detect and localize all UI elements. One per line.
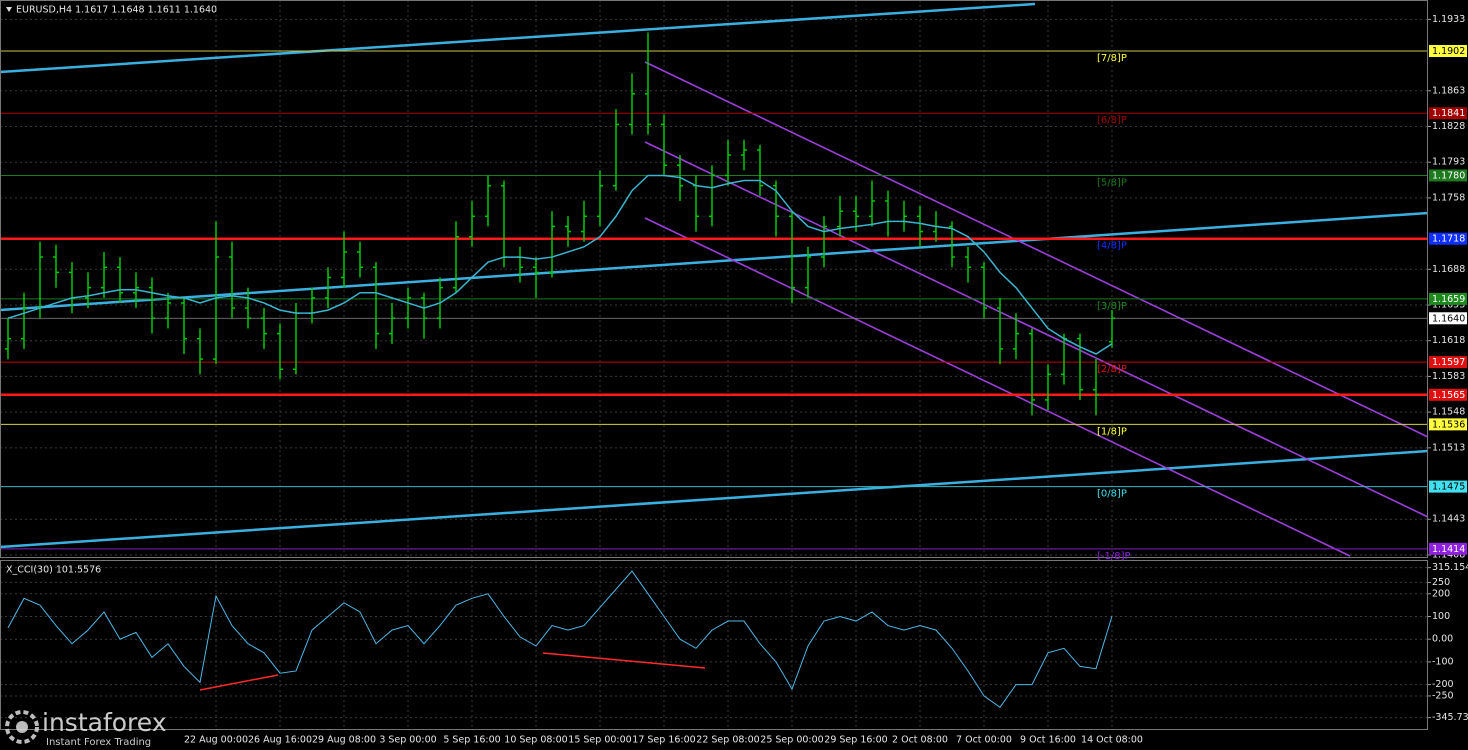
level-label: [-1/8]P bbox=[1097, 551, 1131, 562]
level-label: [4/8]P bbox=[1097, 241, 1127, 252]
y-tick-label: 1.1548 bbox=[1432, 407, 1465, 418]
price-box bbox=[1429, 232, 1467, 245]
y-tick-label: 1.1828 bbox=[1432, 121, 1465, 132]
x-tick-label: 7 Oct 00:00 bbox=[956, 735, 1012, 746]
price-box-label: 1.1780 bbox=[1432, 170, 1465, 181]
menu-arrow bbox=[6, 7, 12, 12]
x-tick-label: 15 Sep 00:00 bbox=[568, 735, 631, 746]
brand: instaforex bbox=[42, 708, 167, 737]
price-box bbox=[1429, 480, 1467, 493]
y-tick-label: 1.1583 bbox=[1432, 371, 1465, 382]
data-layer bbox=[0, 32, 1428, 708]
tagline: Instant Forex Trading bbox=[46, 737, 151, 748]
chart-title: EURUSD,H4 1.1617 1.1648 1.1611 1.1640 bbox=[16, 5, 217, 16]
y-tick-label: -200 bbox=[1432, 679, 1454, 690]
y-tick-label: 200 bbox=[1432, 588, 1450, 599]
indicator-title: X_CCI(30) 101.5576 bbox=[6, 565, 101, 576]
price-box bbox=[1429, 542, 1467, 555]
trend-line bbox=[0, 211, 1429, 312]
x-tick-label: 22 Sep 08:00 bbox=[696, 735, 759, 746]
price-box bbox=[1429, 45, 1467, 58]
watermark: instaforex Instant Forex Trading bbox=[5, 708, 167, 748]
level-label: [5/8]P bbox=[1097, 177, 1127, 188]
y-tick-label: 0.00 bbox=[1432, 634, 1453, 645]
x-tick-label: 26 Aug 16:00 bbox=[248, 735, 312, 746]
price-box-label: 1.1659 bbox=[1432, 294, 1465, 305]
y-tick-label: 250 bbox=[1432, 577, 1450, 588]
level-label: [1/8]P bbox=[1097, 426, 1127, 437]
price-box-label: 1.1841 bbox=[1432, 108, 1465, 119]
y-tick-label: -250 bbox=[1432, 690, 1454, 701]
last-price-label: 1.1640 bbox=[1432, 313, 1465, 324]
x-tick-label: 22 Aug 00:00 bbox=[184, 735, 248, 746]
price-box-label: 1.1536 bbox=[1432, 419, 1465, 430]
cci-line bbox=[7, 570, 1113, 708]
channel-line bbox=[644, 61, 1429, 438]
y-tick-label: 1.1933 bbox=[1432, 14, 1465, 25]
level-label: [3/8]P bbox=[1097, 301, 1127, 312]
logo-icon bbox=[5, 710, 39, 744]
x-tick-label: 29 Aug 08:00 bbox=[312, 735, 376, 746]
trend-line bbox=[0, 449, 1429, 549]
price-box-label: 1.1597 bbox=[1432, 357, 1465, 368]
x-tick-label: 25 Sep 00:00 bbox=[760, 735, 823, 746]
price-box bbox=[1429, 292, 1467, 305]
y-tick-label: 1.1758 bbox=[1432, 192, 1465, 203]
price-box bbox=[1429, 418, 1467, 431]
level-label: [7/8]P bbox=[1097, 53, 1127, 64]
channel-line bbox=[644, 217, 1351, 557]
last-price-box bbox=[1429, 312, 1467, 325]
price-box bbox=[1429, 107, 1467, 120]
y-tick-label: 1.1513 bbox=[1432, 442, 1465, 453]
x-tick-label: 9 Oct 16:00 bbox=[1020, 735, 1076, 746]
logo-icon bbox=[16, 721, 28, 733]
y-tick-label: -345.735 bbox=[1432, 712, 1468, 723]
price-box-label: 1.1414 bbox=[1432, 544, 1465, 555]
y-tick-label: 1.1793 bbox=[1432, 157, 1465, 168]
price-box-label: 1.1718 bbox=[1432, 234, 1465, 245]
y-tick-label: 1.1688 bbox=[1432, 264, 1465, 275]
level-label: [0/8]P bbox=[1097, 489, 1127, 500]
trend-line bbox=[0, 2, 1036, 74]
cci-frame bbox=[0, 560, 1428, 730]
price-box bbox=[1429, 356, 1467, 369]
price-box-label: 1.1565 bbox=[1432, 390, 1465, 401]
price-box bbox=[1429, 388, 1467, 401]
level-label: [2/8]P bbox=[1097, 364, 1127, 375]
level-label: [6/8]P bbox=[1097, 115, 1127, 126]
y-tick-label: 1.1653 bbox=[1432, 300, 1465, 311]
moving-average bbox=[7, 174, 1113, 355]
y-tick-label: 1.1618 bbox=[1432, 335, 1465, 346]
y-tick-label: 1.1443 bbox=[1432, 514, 1465, 525]
price-box bbox=[1429, 169, 1467, 182]
y-tick-label: 1.1408 bbox=[1432, 549, 1465, 560]
x-tick-label: 17 Sep 16:00 bbox=[632, 735, 695, 746]
price-box-label: 1.1475 bbox=[1432, 482, 1465, 493]
price-box-label: 1.1902 bbox=[1432, 46, 1465, 57]
x-tick-label: 5 Sep 16:00 bbox=[443, 735, 500, 746]
y-tick-label: 315.1542 bbox=[1432, 562, 1468, 573]
price-frame bbox=[0, 0, 1428, 558]
x-tick-label: 10 Sep 08:00 bbox=[504, 735, 567, 746]
x-tick-label: 29 Sep 16:00 bbox=[824, 735, 887, 746]
y-tick-label: -100 bbox=[1432, 656, 1454, 667]
divergence-line bbox=[199, 674, 279, 691]
divergence-line bbox=[542, 652, 706, 669]
x-tick-label: 2 Oct 08:00 bbox=[892, 735, 948, 746]
x-tick-label: 14 Oct 08:00 bbox=[1081, 735, 1143, 746]
y-tick-label: 100 bbox=[1432, 611, 1450, 622]
y-tick-label: 1.1863 bbox=[1432, 85, 1465, 96]
x-tick-label: 3 Sep 00:00 bbox=[379, 735, 436, 746]
